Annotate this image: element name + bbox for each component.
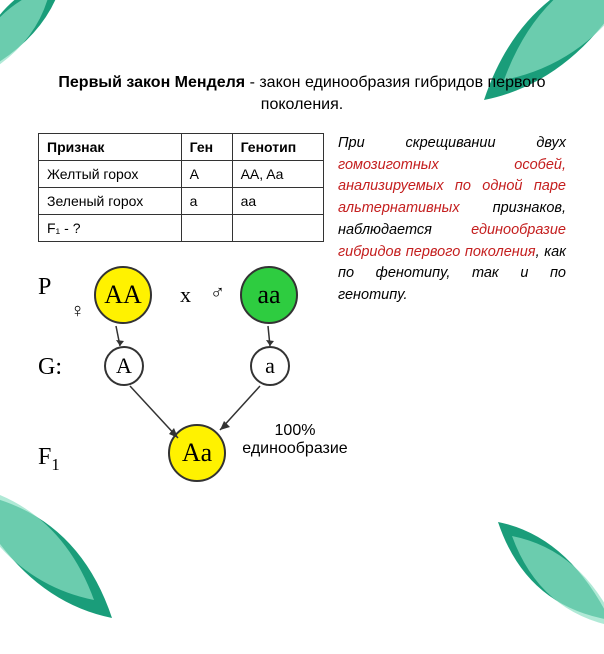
gamete1: A — [116, 353, 132, 379]
description-text: При скрещивании двух гомозиготных особей… — [338, 133, 566, 307]
table-row: Зеленый горох a aa — [39, 187, 324, 214]
offspring-genotype: Aa — [182, 438, 212, 468]
table-header-row: Признак Ген Генотип — [39, 133, 324, 160]
label-F1: F1 — [38, 444, 60, 475]
parent2-genotype: aa — [257, 280, 280, 310]
gamete2-circle: a — [250, 346, 290, 386]
cross-diagram: P ♀ AA x ♂ aa G: A a — [38, 264, 324, 514]
header-genotype: Генотип — [232, 133, 323, 160]
title: Первый закон Менделя - закон единообрази… — [38, 72, 566, 117]
header-gene: Ген — [181, 133, 232, 160]
header-trait: Признак — [39, 133, 182, 160]
parent1-circle: AA — [94, 266, 152, 324]
result-text: 100% единообразие — [240, 422, 350, 458]
gamete2: a — [265, 353, 275, 379]
main-area: Признак Ген Генотип Желтый горох A AA, A… — [38, 133, 566, 514]
parent2-circle: aa — [240, 266, 298, 324]
table-row: F₁ - ? — [39, 214, 324, 241]
leaf-decoration-br — [484, 494, 604, 634]
parent1-genotype: AA — [104, 280, 142, 310]
male-symbol: ♂ — [210, 282, 225, 305]
cross-symbol: x — [180, 282, 191, 308]
female-symbol: ♀ — [70, 300, 85, 323]
offspring-circle: Aa — [168, 424, 226, 482]
table-row: Желтый горох A AA, Aa — [39, 160, 324, 187]
genetics-table: Признак Ген Генотип Желтый горох A AA, A… — [38, 133, 324, 242]
label-G: G: — [38, 354, 62, 381]
left-column: Признак Ген Генотип Желтый горох A AA, A… — [38, 133, 324, 514]
result-label: единообразие — [242, 440, 347, 457]
main-content: Первый закон Менделя - закон единообрази… — [38, 72, 566, 514]
title-rest: - закон единообразия гибридов первого по… — [245, 74, 545, 113]
label-P: P — [38, 274, 51, 301]
title-bold: Первый закон Менделя — [58, 74, 245, 91]
gamete1-circle: A — [104, 346, 144, 386]
right-column: При скрещивании двух гомозиготных особей… — [338, 133, 566, 514]
result-percent: 100% — [275, 422, 316, 439]
